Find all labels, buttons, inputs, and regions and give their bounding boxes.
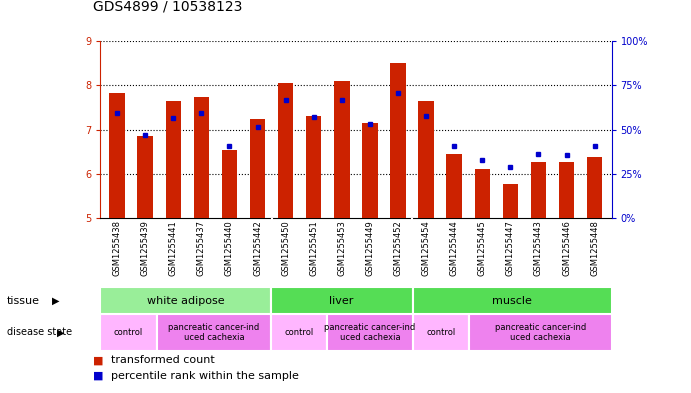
Text: pancreatic cancer-ind
uced cachexia: pancreatic cancer-ind uced cachexia: [325, 323, 416, 342]
Text: pancreatic cancer-ind
uced cachexia: pancreatic cancer-ind uced cachexia: [495, 323, 586, 342]
Text: control: control: [426, 328, 455, 337]
Bar: [306, 116, 321, 218]
Text: percentile rank within the sample: percentile rank within the sample: [111, 371, 299, 381]
Bar: [587, 157, 603, 218]
Bar: [413, 287, 612, 314]
Text: GSM1255447: GSM1255447: [506, 220, 515, 276]
Bar: [271, 314, 328, 351]
Text: ■: ■: [93, 355, 104, 365]
Bar: [100, 314, 157, 351]
Text: GSM1255453: GSM1255453: [337, 220, 346, 276]
Text: GSM1255452: GSM1255452: [393, 220, 403, 276]
Bar: [334, 81, 350, 218]
Text: pancreatic cancer-ind
uced cachexia: pancreatic cancer-ind uced cachexia: [168, 323, 259, 342]
Bar: [469, 314, 612, 351]
Text: GSM1255451: GSM1255451: [309, 220, 319, 276]
Text: ▶: ▶: [52, 296, 59, 306]
Text: GSM1255449: GSM1255449: [366, 220, 375, 276]
Text: muscle: muscle: [492, 296, 532, 306]
Bar: [250, 119, 265, 218]
Text: GSM1255445: GSM1255445: [477, 220, 486, 276]
Text: GSM1255440: GSM1255440: [225, 220, 234, 276]
Text: GSM1255439: GSM1255439: [141, 220, 150, 276]
Text: GSM1255443: GSM1255443: [534, 220, 543, 276]
Text: GSM1255442: GSM1255442: [253, 220, 262, 276]
Text: GSM1255441: GSM1255441: [169, 220, 178, 276]
Bar: [531, 162, 546, 218]
Text: transformed count: transformed count: [111, 355, 214, 365]
Text: disease state: disease state: [7, 327, 72, 338]
Text: liver: liver: [330, 296, 354, 306]
Text: GSM1255446: GSM1255446: [562, 220, 571, 276]
Bar: [418, 101, 434, 218]
Bar: [166, 101, 181, 218]
Text: tissue: tissue: [7, 296, 40, 306]
Text: GSM1255438: GSM1255438: [113, 220, 122, 276]
Bar: [138, 136, 153, 218]
Bar: [390, 63, 406, 218]
Text: GSM1255454: GSM1255454: [422, 220, 430, 276]
Text: ■: ■: [93, 371, 104, 381]
Bar: [328, 314, 413, 351]
Text: ▶: ▶: [57, 327, 65, 338]
Bar: [271, 287, 413, 314]
Bar: [362, 123, 378, 218]
Bar: [559, 162, 574, 218]
Text: GDS4899 / 10538123: GDS4899 / 10538123: [93, 0, 243, 14]
Bar: [475, 169, 490, 218]
Text: GSM1255450: GSM1255450: [281, 220, 290, 276]
Bar: [278, 83, 294, 218]
Bar: [193, 97, 209, 218]
Text: control: control: [114, 328, 143, 337]
Bar: [446, 154, 462, 218]
Bar: [157, 314, 271, 351]
Text: GSM1255437: GSM1255437: [197, 220, 206, 276]
Text: white adipose: white adipose: [146, 296, 225, 306]
Bar: [222, 150, 237, 218]
Text: GSM1255444: GSM1255444: [450, 220, 459, 276]
Bar: [502, 184, 518, 218]
Text: GSM1255448: GSM1255448: [590, 220, 599, 276]
Bar: [100, 287, 271, 314]
Bar: [109, 94, 125, 218]
Text: control: control: [285, 328, 314, 337]
Bar: [413, 314, 469, 351]
